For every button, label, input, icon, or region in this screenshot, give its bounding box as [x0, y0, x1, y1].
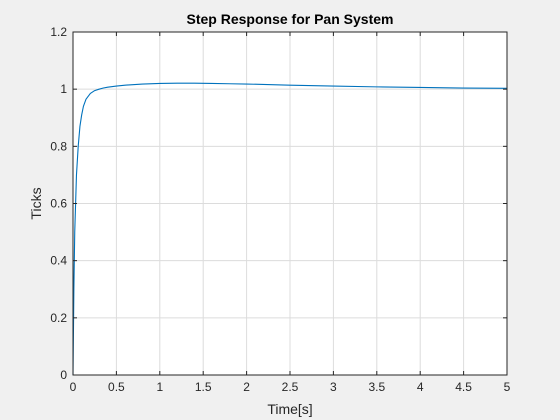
- y-tick-label: 1: [60, 82, 67, 96]
- x-tick-label: 1.5: [195, 380, 212, 394]
- x-tick-label: 4.5: [455, 380, 472, 394]
- x-tick-label: 1: [156, 380, 163, 394]
- series-layer: [72, 82, 508, 376]
- x-tick-labels: 0 0.5 1 1.5 2 2.5 3 3.5 4 4.5 5: [70, 380, 511, 394]
- y-tick-label: 0.4: [50, 254, 67, 268]
- y-axis-label: Ticks: [28, 187, 44, 219]
- x-tick-label: 5: [504, 380, 511, 394]
- x-tick-label: 3.5: [368, 380, 385, 394]
- y-tick-labels: 0 0.2 0.4 0.6 0.8 1 1.2: [50, 25, 67, 382]
- x-tick-label: 3: [330, 380, 337, 394]
- x-tick-label: 2: [243, 380, 250, 394]
- x-tick-label: 0.5: [108, 380, 125, 394]
- y-tick-label: 0.6: [50, 197, 67, 211]
- series-line-0: [72, 82, 508, 376]
- y-tick-label: 0: [60, 368, 67, 382]
- y-tick-label: 0.2: [50, 311, 67, 325]
- x-tick-label: 4: [417, 380, 424, 394]
- x-axis-label: Time[s]: [267, 401, 312, 417]
- tick-marks: [72, 31, 508, 376]
- grid-lines: [73, 32, 507, 375]
- y-tick-label: 1.2: [50, 25, 67, 39]
- x-tick-label: 2.5: [282, 380, 299, 394]
- x-tick-label: 0: [70, 380, 77, 394]
- chart-title: Step Response for Pan System: [187, 11, 394, 27]
- y-tick-label: 0.8: [50, 139, 67, 153]
